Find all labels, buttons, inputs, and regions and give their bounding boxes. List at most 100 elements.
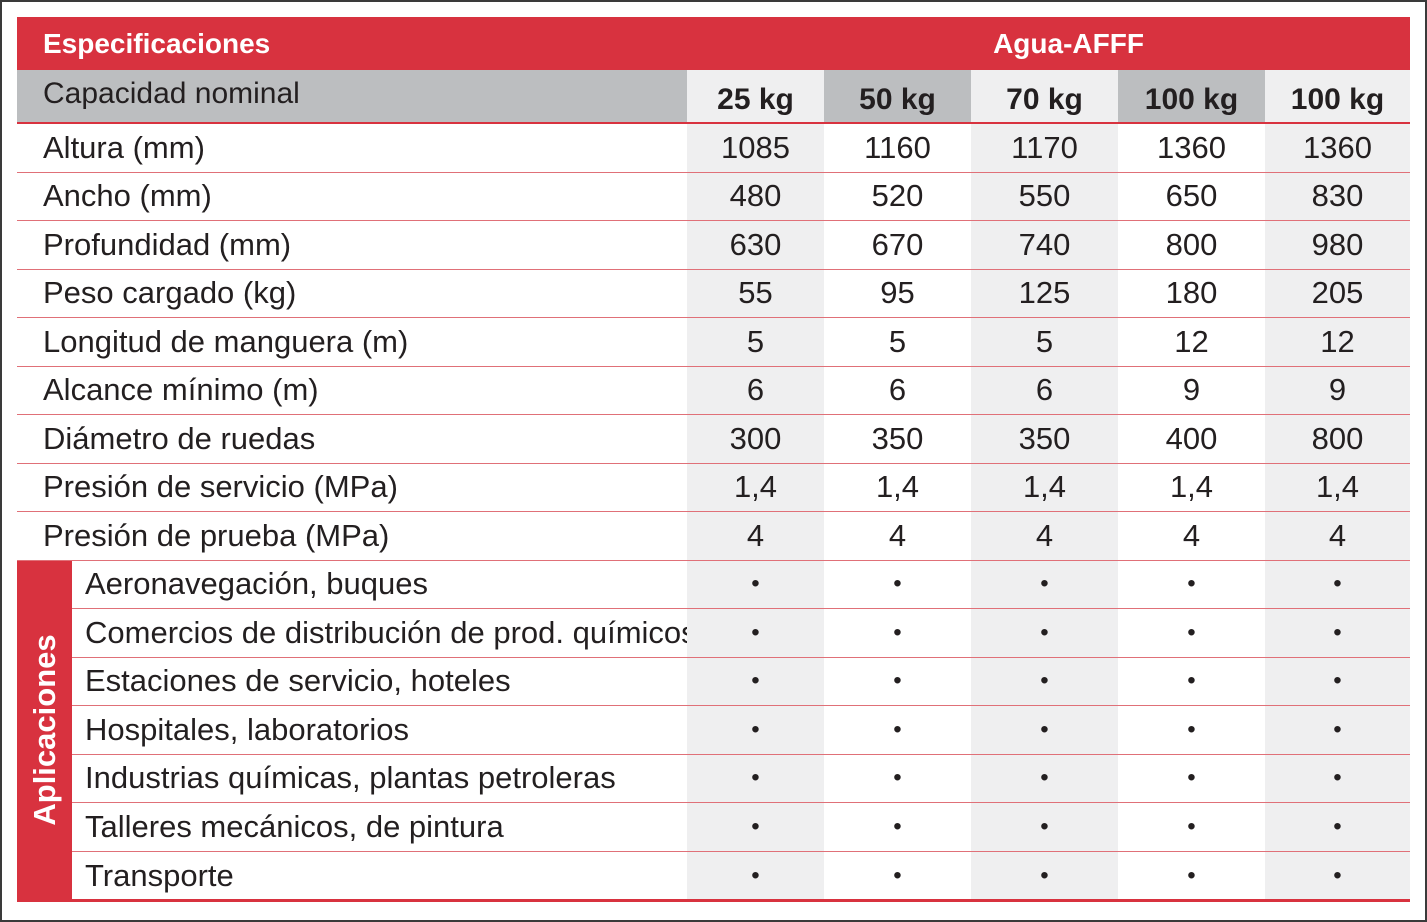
application-bullet: • xyxy=(687,851,824,900)
specifications-table: Especificaciones Agua-AFFF Capacidad nom… xyxy=(17,17,1410,901)
spec-value-cell: 1,4 xyxy=(687,463,824,512)
spec-value-cell: 670 xyxy=(824,221,971,270)
spec-value-cell: 4 xyxy=(1265,512,1410,561)
application-bullet: • xyxy=(824,706,971,755)
spec-value-cell: 4 xyxy=(971,512,1118,561)
application-bullet: • xyxy=(824,609,971,658)
spec-value-cell: 5 xyxy=(824,318,971,367)
application-bullet: • xyxy=(1265,754,1410,803)
application-bullet: • xyxy=(971,803,1118,852)
application-bullet: • xyxy=(824,803,971,852)
application-bullet: • xyxy=(1265,851,1410,900)
spec-value-cell: 800 xyxy=(1265,415,1410,464)
spec-value-cell: 550 xyxy=(971,172,1118,221)
application-bullet: • xyxy=(893,861,902,889)
spec-value-cell: 740 xyxy=(971,221,1118,270)
application-bullet: • xyxy=(687,803,824,852)
spec-row-label: Peso cargado (kg) xyxy=(17,270,687,318)
application-bullet: • xyxy=(1118,706,1265,755)
spec-value-cell: 1170 xyxy=(971,124,1118,173)
spec-value-cell: 5 xyxy=(687,318,824,367)
application-bullet: • xyxy=(824,755,971,803)
spec-row-label: Presión de servicio (MPa) xyxy=(17,464,687,512)
spec-value-cell: 55 xyxy=(687,269,824,318)
application-bullet: • xyxy=(971,754,1118,803)
spec-value-cell: 520 xyxy=(824,173,971,221)
product-header: Agua-AFFF xyxy=(687,17,1410,70)
application-item-label: Transporte xyxy=(85,857,234,893)
capacity-column-header: 100 kg xyxy=(1118,70,1265,124)
application-bullet: • xyxy=(971,706,1118,755)
capacity-column-header: 50 kg xyxy=(824,70,971,124)
spec-value-cell: 1,4 xyxy=(1118,464,1265,512)
application-bullet: • xyxy=(1118,803,1265,852)
capacity-column-header: 25 kg xyxy=(687,70,824,124)
spec-value-cell: 400 xyxy=(1118,415,1265,464)
spec-value-cell: 6 xyxy=(824,367,971,415)
application-bullet: • xyxy=(971,851,1118,900)
spec-value-cell: 1360 xyxy=(1118,124,1265,173)
bottom-accent-bar xyxy=(17,899,1410,902)
specifications-header: Especificaciones xyxy=(17,17,687,70)
spec-value-cell: 205 xyxy=(1265,269,1410,318)
spec-value-cell: 480 xyxy=(687,172,824,221)
spec-row-label: Profundidad (mm) xyxy=(17,221,687,270)
application-bullet: • xyxy=(1265,803,1410,852)
application-item-label: Estaciones de servicio, hoteles xyxy=(72,658,687,706)
application-bullet: • xyxy=(1265,657,1410,706)
spec-value-cell: 1160 xyxy=(824,124,971,173)
application-bullet: • xyxy=(971,609,1118,658)
application-bullet: • xyxy=(1265,560,1410,609)
application-bullet: • xyxy=(687,706,824,755)
application-bullet: • xyxy=(1265,609,1410,658)
application-bullet: • xyxy=(687,754,824,803)
spec-row-label: Altura (mm) xyxy=(17,124,687,173)
application-bullet: • xyxy=(1187,861,1196,889)
application-item-label: Aeronavegación, buques xyxy=(72,561,687,609)
spec-value-cell: 4 xyxy=(824,512,971,561)
spec-value-cell: 12 xyxy=(1265,318,1410,367)
spec-row-label: Alcance mínimo (m) xyxy=(17,367,687,415)
capacity-label: Capacidad nominal xyxy=(17,70,687,124)
spec-value-cell: 800 xyxy=(1118,221,1265,270)
spec-value-cell: 980 xyxy=(1265,221,1410,270)
application-bullet: • xyxy=(971,560,1118,609)
spec-value-cell: 4 xyxy=(1118,512,1265,561)
application-bullet: • xyxy=(1118,755,1265,803)
spec-value-cell: 125 xyxy=(971,269,1118,318)
spec-value-cell: 5 xyxy=(971,318,1118,367)
spec-value-cell: 180 xyxy=(1118,270,1265,318)
application-bullet: • xyxy=(824,561,971,609)
spec-value-cell: 350 xyxy=(824,415,971,464)
application-bullet: • xyxy=(824,658,971,706)
spec-value-cell: 9 xyxy=(1265,366,1410,415)
spec-value-cell: 1360 xyxy=(1265,124,1410,173)
application-bullet: • xyxy=(971,657,1118,706)
spec-value-cell: 6 xyxy=(971,366,1118,415)
application-item-label: Industrias químicas, plantas petroleras xyxy=(72,755,687,803)
spec-value-cell: 650 xyxy=(1118,173,1265,221)
application-item-label: Hospitales, laboratorios xyxy=(72,706,687,755)
spec-value-cell: 830 xyxy=(1265,172,1410,221)
spec-value-cell: 1,4 xyxy=(1265,463,1410,512)
applications-side-header: Aplicaciones xyxy=(17,560,72,900)
capacity-column-header: 70 kg xyxy=(971,70,1118,124)
application-bullet: • xyxy=(1118,561,1265,609)
spec-value-cell: 1085 xyxy=(687,124,824,173)
spec-row-label: Presión de prueba (MPa) xyxy=(17,512,687,561)
spec-row-label: Diámetro de ruedas xyxy=(17,415,687,464)
spec-value-cell: 95 xyxy=(824,270,971,318)
capacity-column-header: 100 kg xyxy=(1265,70,1410,124)
application-bullet: • xyxy=(1265,706,1410,755)
spec-value-cell: 9 xyxy=(1118,367,1265,415)
application-bullet: • xyxy=(1118,609,1265,658)
spec-row-label: Longitud de manguera (m) xyxy=(17,318,687,367)
application-bullet: • xyxy=(687,609,824,658)
spec-value-cell: 630 xyxy=(687,221,824,270)
application-item-label: Comercios de distribución de prod. quími… xyxy=(72,609,697,658)
spec-value-cell: 4 xyxy=(687,512,824,561)
spec-value-cell: 350 xyxy=(971,415,1118,464)
application-bullet: • xyxy=(687,657,824,706)
spec-row-label: Ancho (mm) xyxy=(17,173,687,221)
spec-value-cell: 1,4 xyxy=(824,464,971,512)
